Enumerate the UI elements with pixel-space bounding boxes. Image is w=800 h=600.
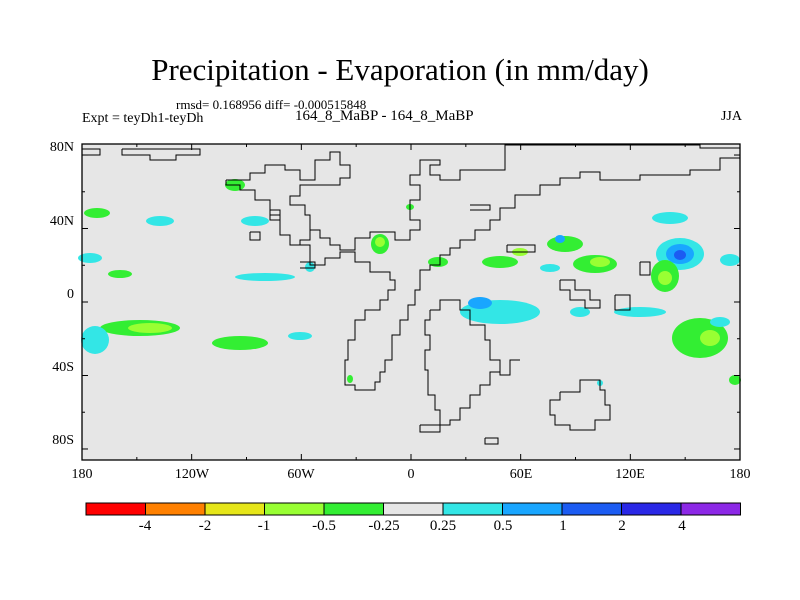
axis-ticks [81,144,741,460]
colorbar-box [323,502,384,516]
colorbar-label: 0.5 [493,518,513,534]
colorbar-box [502,502,563,516]
lon-label-0: 0 [407,467,415,482]
colorbar-label: -1 [257,518,271,534]
colorbar-box [383,502,444,516]
lon-label-60w: 60W [287,467,315,482]
colorbar-label: 4 [678,518,686,534]
lon-label-180e: 180 [729,467,751,482]
lat-label-80s: 80S [52,433,74,448]
colorbar [85,502,741,516]
colorbar-box [442,502,503,516]
colorbar-box [561,502,622,516]
colorbar-label: 2 [618,518,626,534]
experiment-label: Expt = teyDh1-teyDh [82,111,204,126]
colorbar-box [85,502,146,516]
lat-label-80n: 80N [49,140,74,155]
rmsd-subtitle: rmsd= 0.168956 diff= -0.000515848 [176,97,367,112]
season-label: JJA [720,109,742,124]
lat-label-0: 0 [67,287,74,302]
colorbar-label: -4 [138,518,152,534]
colorbar-label: -0.5 [312,518,336,534]
colorbar-box [264,502,325,516]
lat-label-40s: 40S [52,360,74,375]
colorbar-box [621,502,682,516]
coastlines [82,144,741,445]
lon-label-60e: 60E [509,467,533,482]
lon-label-120e: 120E [615,467,645,482]
colorbar-box [145,502,206,516]
colorbar-box [204,502,265,516]
plot-title: Precipitation - Evaporation (in mm/day) [151,52,649,87]
lon-label-180w: 180 [71,467,93,482]
case-label: 164_8_MaBP - 164_8_MaBP [295,108,474,124]
map-background [82,144,740,460]
colorbar-label: -2 [198,518,212,534]
lon-label-120w: 120W [174,467,210,482]
colorbar-label: 1 [559,518,567,534]
colorbar-box [680,502,741,516]
colorbar-label: -0.25 [368,518,400,534]
colorbar-label: 0.25 [429,518,457,534]
lat-label-40n: 40N [49,214,74,229]
